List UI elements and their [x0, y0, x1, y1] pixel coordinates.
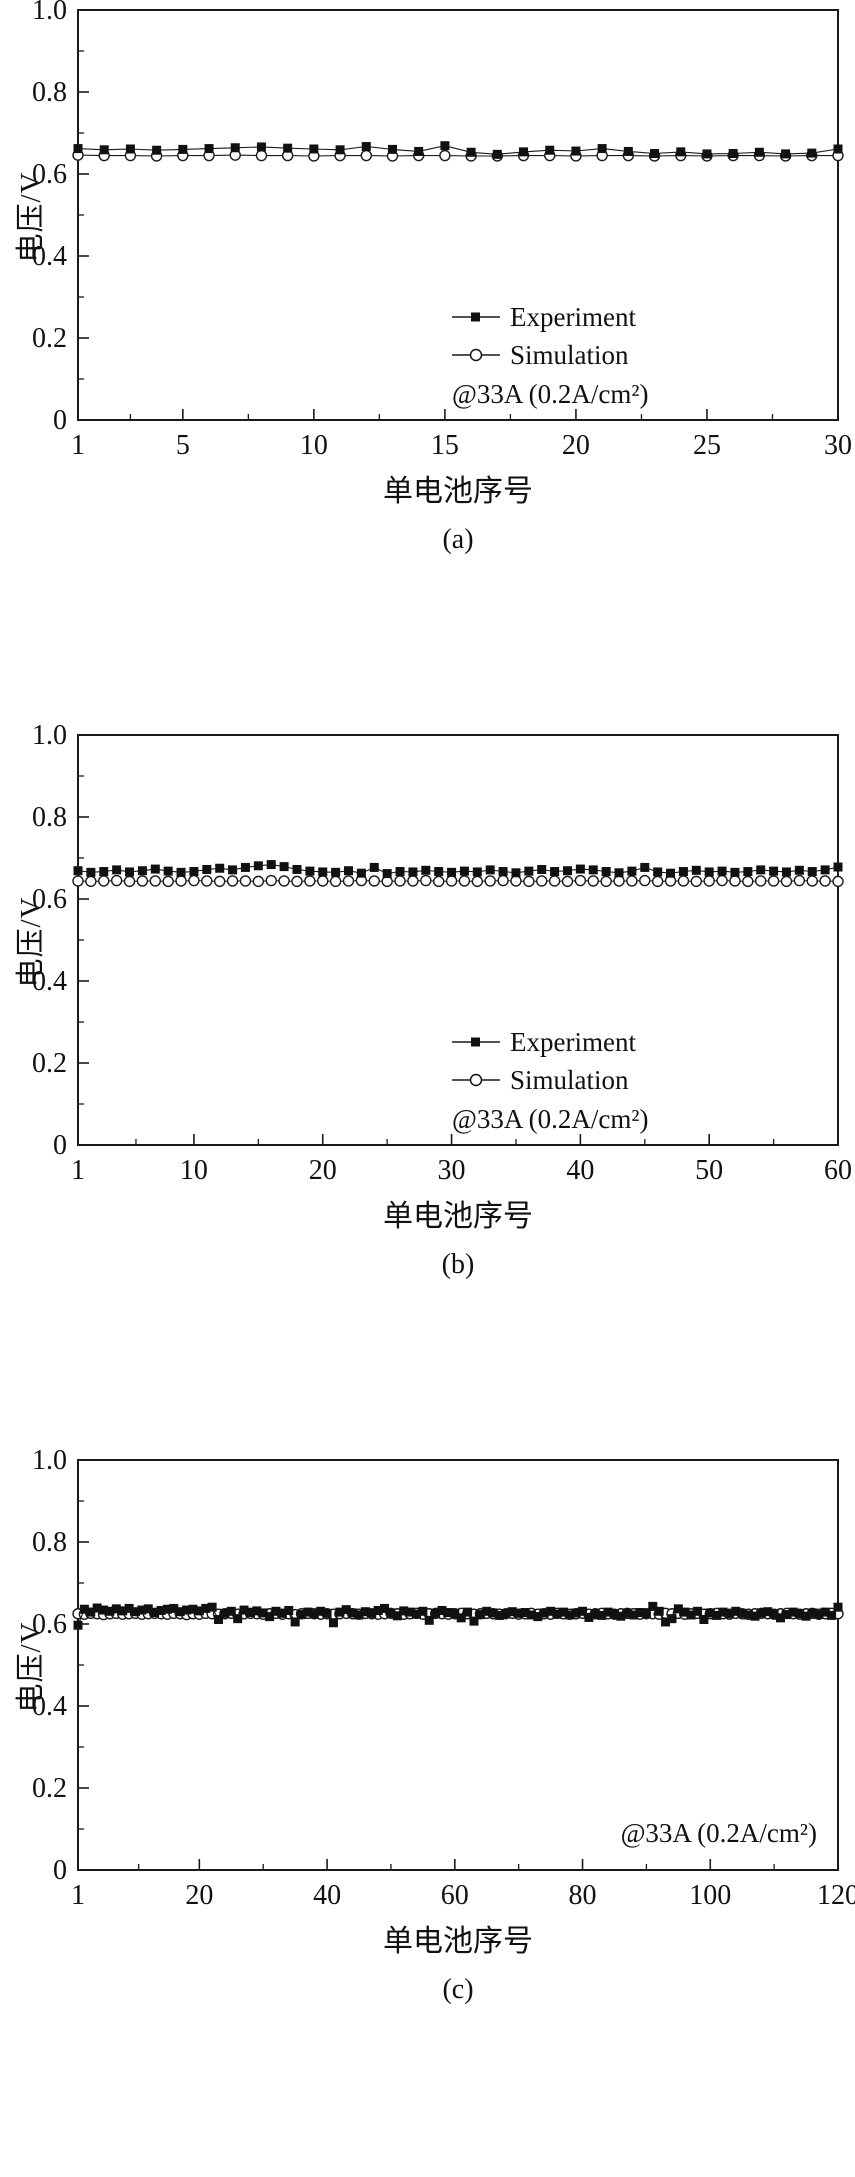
- svg-text:40: 40: [566, 1155, 594, 1186]
- svg-text:0.2: 0.2: [32, 1048, 67, 1079]
- svg-text:1: 1: [71, 1155, 85, 1186]
- panel-c: 0 0.2 0.4 0.6 0.8 1.0 1 20 40 60 80 100 120 电压/V @33…: [0, 1450, 855, 2175]
- svg-text:100: 100: [689, 1880, 731, 1911]
- svg-text:5: 5: [176, 430, 190, 461]
- plot-canvas-b: 0 0.2 0.4 0.6 0.8 1.0 1 10 20 30 40 50 60: [32, 725, 852, 1186]
- svg-text:1.0: 1.0: [32, 0, 67, 26]
- svg-text:40: 40: [313, 1880, 341, 1911]
- svg-text:0.4: 0.4: [32, 1691, 67, 1722]
- svg-text:1: 1: [71, 1880, 85, 1911]
- experiment-marker-icon: [452, 312, 500, 322]
- experiment-marker-icon: [452, 1037, 500, 1047]
- legend-label-simulation: Simulation: [510, 339, 629, 370]
- svg-text:10: 10: [180, 1155, 208, 1186]
- svg-text:0.6: 0.6: [32, 1609, 67, 1640]
- svg-text:0: 0: [53, 405, 67, 436]
- svg-text:1.0: 1.0: [32, 1450, 67, 1476]
- panel-caption-c: (c): [442, 1974, 474, 2005]
- chart-area-a: 0 0.2 0.4 0.6 0.8 1.0 1 5 10 15 20 25 30 电压/V Experi…: [0, 0, 855, 462]
- chart-area-c: 0 0.2 0.4 0.6 0.8 1.0 1 20 40 60 80 100 120 电压/V @33…: [0, 1450, 855, 1912]
- svg-text:20: 20: [309, 1155, 337, 1186]
- svg-text:30: 30: [824, 430, 852, 461]
- legend-a: Experiment Simulation @33A (0.2A/cm²): [452, 298, 648, 410]
- legend-item-experiment: Experiment: [452, 298, 648, 336]
- svg-text:1.0: 1.0: [32, 725, 67, 751]
- svg-text:0: 0: [53, 1130, 67, 1161]
- svg-text:0.4: 0.4: [32, 966, 67, 997]
- y-axis-label-b: 电压/V: [15, 896, 47, 988]
- current-annotation-a: @33A (0.2A/cm²): [452, 379, 649, 409]
- svg-text:1: 1: [71, 430, 85, 461]
- svg-text:25: 25: [693, 430, 721, 461]
- legend-item-experiment: Experiment: [452, 1023, 648, 1061]
- svg-text:0.8: 0.8: [32, 802, 67, 833]
- svg-text:50: 50: [695, 1155, 723, 1186]
- svg-text:0.8: 0.8: [32, 1527, 67, 1558]
- plot-canvas-a: 00.20.40.60.81.01 5 10 15 20 25 30: [32, 0, 852, 461]
- svg-text:120: 120: [817, 1880, 855, 1911]
- current-annotation-b: @33A (0.2A/cm²): [452, 1104, 649, 1134]
- panel-b: 0 0.2 0.4 0.6 0.8 1.0 1 10 20 30 40 50 60 电压/V Exper…: [0, 725, 855, 1450]
- svg-text:0.2: 0.2: [32, 1773, 67, 1804]
- simulation-marker-icon: [452, 1073, 500, 1087]
- svg-text:0.6: 0.6: [32, 884, 67, 915]
- svg-text:60: 60: [441, 1880, 469, 1911]
- panel-caption-b: (b): [441, 1249, 475, 1280]
- panel-caption-a: (a): [442, 524, 474, 555]
- legend-label-experiment: Experiment: [510, 1026, 636, 1057]
- svg-text:60: 60: [824, 1155, 852, 1186]
- simulation-marker-icon: [452, 348, 500, 362]
- svg-text:20: 20: [185, 1880, 213, 1911]
- svg-text:30: 30: [438, 1155, 466, 1186]
- svg-text:10: 10: [300, 430, 328, 461]
- svg-text:0.6: 0.6: [32, 159, 67, 190]
- svg-text:15: 15: [431, 430, 459, 461]
- legend-label-simulation: Simulation: [510, 1064, 629, 1095]
- panel-a: 0 0.2 0.4 0.6 0.8 1.0 1 5 10 15 20 25 30 电压/V Experi…: [0, 0, 855, 725]
- x-axis-label-b: 单电池序号: [383, 1200, 533, 1233]
- legend-item-simulation: Simulation: [452, 1061, 648, 1099]
- svg-text:0: 0: [53, 1855, 67, 1886]
- svg-text:20: 20: [562, 430, 590, 461]
- svg-text:0.8: 0.8: [32, 77, 67, 108]
- y-axis-label-c: 电压/V: [15, 1621, 47, 1713]
- chart-area-b: 0 0.2 0.4 0.6 0.8 1.0 1 10 20 30 40 50 60 电压/V Exper…: [0, 725, 855, 1187]
- y-axis-label-a: 电压/V: [15, 171, 47, 263]
- legend-item-simulation: Simulation: [452, 336, 648, 374]
- legend-b: Experiment Simulation @33A (0.2A/cm²): [452, 1023, 648, 1135]
- svg-text:0.4: 0.4: [32, 241, 67, 272]
- x-axis-label-a: 单电池序号: [383, 475, 533, 508]
- plot-canvas-c: 00.20.40.60.81.01 20 40 60 80 100 120: [32, 1450, 855, 1911]
- legend-label-experiment: Experiment: [510, 301, 636, 332]
- current-annotation-c: @33A (0.2A/cm²): [620, 1818, 817, 1848]
- svg-text:80: 80: [569, 1880, 597, 1911]
- svg-text:0.2: 0.2: [32, 323, 67, 354]
- x-axis-label-c: 单电池序号: [383, 1925, 533, 1958]
